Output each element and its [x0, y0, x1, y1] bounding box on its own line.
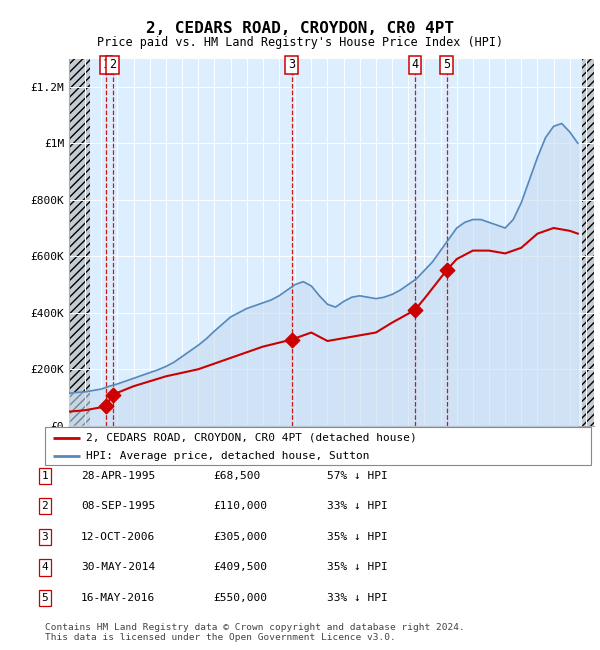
Point	[101, 401, 110, 411]
Text: 12-OCT-2006: 12-OCT-2006	[81, 532, 155, 542]
Text: 2, CEDARS ROAD, CROYDON, CR0 4PT (detached house): 2, CEDARS ROAD, CROYDON, CR0 4PT (detach…	[86, 433, 416, 443]
Text: 3: 3	[288, 58, 295, 72]
FancyBboxPatch shape	[45, 427, 591, 465]
Text: 4: 4	[411, 58, 418, 72]
Point	[442, 265, 451, 276]
Text: 3: 3	[41, 532, 49, 542]
Text: £110,000: £110,000	[213, 501, 267, 512]
Text: 2: 2	[109, 58, 116, 72]
Text: 4: 4	[41, 562, 49, 573]
Text: £305,000: £305,000	[213, 532, 267, 542]
Text: 5: 5	[41, 593, 49, 603]
Text: 35% ↓ HPI: 35% ↓ HPI	[327, 562, 388, 573]
Text: 35% ↓ HPI: 35% ↓ HPI	[327, 532, 388, 542]
Point	[108, 389, 118, 400]
Text: Contains HM Land Registry data © Crown copyright and database right 2024.
This d: Contains HM Land Registry data © Crown c…	[45, 623, 465, 642]
Text: 16-MAY-2016: 16-MAY-2016	[81, 593, 155, 603]
Text: 57% ↓ HPI: 57% ↓ HPI	[327, 471, 388, 481]
Text: 08-SEP-1995: 08-SEP-1995	[81, 501, 155, 512]
Text: 1: 1	[41, 471, 49, 481]
Text: 30-MAY-2014: 30-MAY-2014	[81, 562, 155, 573]
Text: HPI: Average price, detached house, Sutton: HPI: Average price, detached house, Sutt…	[86, 452, 370, 461]
Text: 2, CEDARS ROAD, CROYDON, CR0 4PT: 2, CEDARS ROAD, CROYDON, CR0 4PT	[146, 21, 454, 36]
Text: 5: 5	[443, 58, 450, 72]
Text: Price paid vs. HM Land Registry's House Price Index (HPI): Price paid vs. HM Land Registry's House …	[97, 36, 503, 49]
Text: £550,000: £550,000	[213, 593, 267, 603]
Text: 28-APR-1995: 28-APR-1995	[81, 471, 155, 481]
Text: 33% ↓ HPI: 33% ↓ HPI	[327, 593, 388, 603]
Text: £409,500: £409,500	[213, 562, 267, 573]
Text: 33% ↓ HPI: 33% ↓ HPI	[327, 501, 388, 512]
Text: 2: 2	[41, 501, 49, 512]
Point	[287, 334, 296, 345]
Text: 1: 1	[102, 58, 109, 72]
Text: £68,500: £68,500	[213, 471, 260, 481]
Point	[410, 305, 419, 315]
